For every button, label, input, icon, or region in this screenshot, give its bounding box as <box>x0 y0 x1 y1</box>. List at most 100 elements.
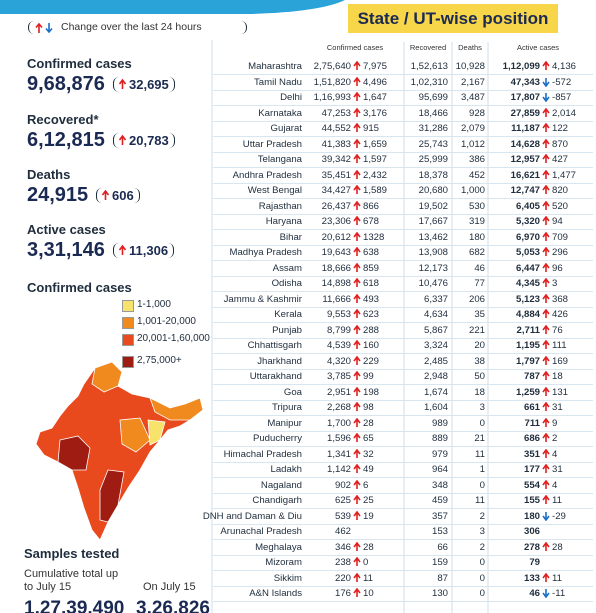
recovered: 13,908 <box>418 247 448 258</box>
deaths: 10,928 <box>455 61 485 72</box>
active-change: 31 <box>552 402 563 413</box>
confirmed: 11,666 <box>322 293 351 305</box>
active: 177 <box>523 464 540 475</box>
recovered: 130 <box>431 588 448 599</box>
confirmed: 4,320 <box>326 355 351 367</box>
confirmed-change: 1,589 <box>363 185 388 196</box>
confirmed-change: 25 <box>363 495 374 506</box>
state-name: Telangana <box>257 154 302 165</box>
active: 351 <box>523 448 540 460</box>
active: 661 <box>523 402 540 413</box>
active: 133 <box>523 572 540 584</box>
arrow-down <box>542 93 550 102</box>
arrow-up <box>353 557 361 566</box>
active-change: 820 <box>552 185 569 196</box>
deaths: 20 <box>474 340 485 351</box>
deaths: 1 <box>479 464 485 475</box>
confirmed-change: 2,432 <box>363 169 388 181</box>
title-box <box>348 4 558 33</box>
state-name: West Bengal <box>247 185 302 196</box>
confirmed-change: 3,176 <box>363 107 388 119</box>
recovered: 3,324 <box>423 340 448 351</box>
legend-swatch <box>122 334 134 346</box>
change-parens <box>113 243 174 258</box>
confirmed-change: 98 <box>363 402 374 413</box>
arrow-up <box>353 448 361 458</box>
change-note: Change over the last 24 hours <box>61 21 202 33</box>
confirmed: 8,799 <box>326 324 351 336</box>
deaths: 1,012 <box>460 138 485 150</box>
row-rule <box>213 229 593 230</box>
confirmed: 44,552 <box>321 123 351 134</box>
recovered: 1,674 <box>423 386 448 398</box>
recovered: 4,634 <box>423 309 448 320</box>
confirmed: 9,553 <box>326 309 351 320</box>
arrow-up <box>542 371 550 380</box>
recovered: 889 <box>431 433 448 444</box>
state-name: Jammu & Kashmir <box>223 293 302 305</box>
recovered: 1,604 <box>423 402 448 413</box>
summary-change: 32,695 <box>129 77 169 92</box>
confirmed-change: 49 <box>363 464 374 475</box>
deaths: 530 <box>468 200 485 212</box>
active: 787 <box>523 371 540 382</box>
summary-value: 24,915 <box>27 184 89 206</box>
active-change: 3 <box>552 278 558 289</box>
deaths: 0 <box>479 479 485 491</box>
deaths: 2,079 <box>460 123 485 134</box>
row-rule <box>213 89 593 91</box>
confirmed: 238 <box>334 557 351 568</box>
confirmed-change: 1,659 <box>363 138 388 150</box>
active: 306 <box>523 526 540 537</box>
confirmed: 20,612 <box>321 231 351 243</box>
row-rule <box>213 399 593 401</box>
confirmed: 34,427 <box>321 185 351 196</box>
active: 686 <box>523 433 540 444</box>
active: 278 <box>523 541 540 553</box>
arrow-up <box>542 448 550 458</box>
arrow-up <box>542 107 550 117</box>
active-change: 18 <box>552 371 563 382</box>
recovered: 10,476 <box>418 278 448 289</box>
summary-value: 3,31,146 <box>27 239 105 261</box>
change-parens <box>96 188 140 203</box>
active: 2,711 <box>516 324 540 336</box>
active-change: 31 <box>552 464 563 475</box>
summary-value: 9,68,876 <box>27 73 105 95</box>
confirmed: 26,437 <box>321 200 351 212</box>
recovered: 989 <box>431 417 448 429</box>
summary-change: 20,783 <box>129 133 169 148</box>
active: 1,797 <box>515 355 540 367</box>
active: 6,447 <box>515 262 540 274</box>
deaths: 180 <box>468 231 485 243</box>
active: 17,807 <box>510 92 540 103</box>
deaths: 206 <box>468 293 485 305</box>
legend-swatch <box>122 300 134 312</box>
row-rule <box>213 322 593 323</box>
state-name: Bihar <box>279 231 302 243</box>
arrow-up <box>542 278 550 287</box>
arrow-up <box>353 107 361 117</box>
arrow-up <box>353 324 361 334</box>
active: 155 <box>523 495 540 506</box>
row-rule <box>213 446 593 447</box>
arrow-up <box>542 572 550 582</box>
state-name: Gujarat <box>270 123 302 134</box>
state-name: Sikkim <box>273 572 302 584</box>
active: 79 <box>529 557 540 568</box>
arrow-down <box>542 77 550 87</box>
deaths: 11 <box>475 495 485 506</box>
confirmed-change: 1,597 <box>363 154 388 165</box>
state-name: Uttarakhand <box>249 371 302 382</box>
state-name: Himachal Pradesh <box>223 448 302 460</box>
row-rule <box>213 554 593 556</box>
state-name: A&N Islands <box>249 588 302 599</box>
arrow-up <box>542 185 550 194</box>
state-name: Arunachal Pradesh <box>220 526 302 537</box>
confirmed: 220 <box>334 572 351 584</box>
active-change: -11 <box>552 588 566 599</box>
recovered: 1,02,310 <box>410 76 448 88</box>
state-name: Tamil Nadu <box>254 76 302 88</box>
arrow-up <box>353 355 361 365</box>
